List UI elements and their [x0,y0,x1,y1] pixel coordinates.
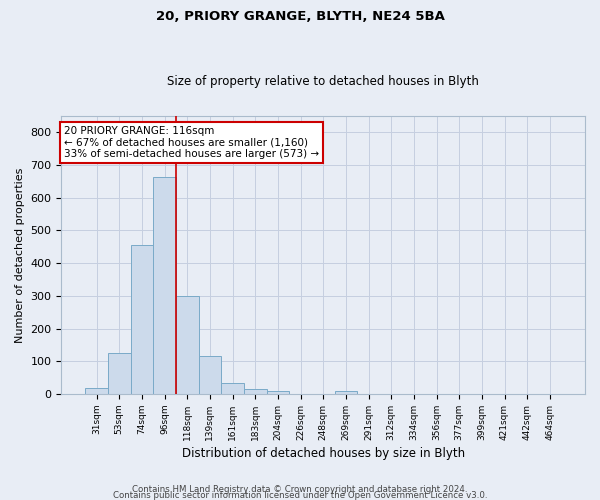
Bar [85,388,108,394]
Bar [244,390,266,394]
Text: 20 PRIORY GRANGE: 116sqm
← 67% of detached houses are smaller (1,160)
33% of sem: 20 PRIORY GRANGE: 116sqm ← 67% of detach… [64,126,319,159]
Bar [176,296,199,394]
Bar [199,356,221,394]
Text: Contains public sector information licensed under the Open Government Licence v3: Contains public sector information licen… [113,490,487,500]
X-axis label: Distribution of detached houses by size in Blyth: Distribution of detached houses by size … [182,447,465,460]
Bar [131,245,153,394]
Bar [221,383,244,394]
Bar [335,392,357,394]
Bar [108,353,131,394]
Text: 20, PRIORY GRANGE, BLYTH, NE24 5BA: 20, PRIORY GRANGE, BLYTH, NE24 5BA [155,10,445,23]
Y-axis label: Number of detached properties: Number of detached properties [15,168,25,342]
Bar [153,176,176,394]
Text: Contains HM Land Registry data © Crown copyright and database right 2024.: Contains HM Land Registry data © Crown c… [132,484,468,494]
Title: Size of property relative to detached houses in Blyth: Size of property relative to detached ho… [167,76,479,88]
Bar [266,390,289,394]
